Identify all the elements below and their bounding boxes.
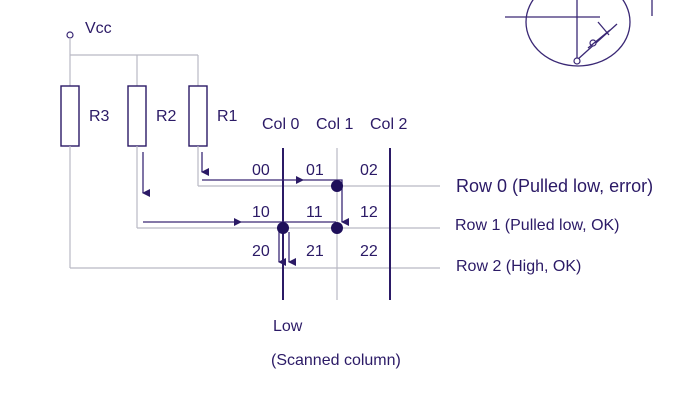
key-11: 11 bbox=[306, 204, 323, 221]
resistor-r2-label: R2 bbox=[156, 108, 177, 125]
scanned-column-note: (Scanned column) bbox=[271, 352, 401, 369]
resistor-r2: R2 bbox=[127, 55, 177, 228]
row-1-label: Row 1 (Pulled low, OK) bbox=[455, 217, 620, 234]
key-00: 00 bbox=[252, 162, 270, 179]
resistor-r2-body bbox=[127, 85, 147, 147]
key-01: 01 bbox=[306, 162, 324, 179]
vcc-supply: Vcc bbox=[66, 20, 198, 56]
pressed-key-11-dot bbox=[331, 222, 343, 234]
current-path-row-1 bbox=[142, 152, 336, 226]
current-path-column-0 bbox=[278, 228, 296, 266]
switch-symbol-icon bbox=[505, 0, 653, 67]
pressed-key-01-dot bbox=[331, 180, 343, 192]
row-0-label: Row 0 (Pulled low, error) bbox=[456, 176, 653, 196]
resistor-r3-label: R3 bbox=[89, 108, 110, 125]
key-10: 10 bbox=[252, 204, 270, 221]
key-20: 20 bbox=[252, 243, 270, 260]
pressed-key-10-dot bbox=[277, 222, 289, 234]
resistor-r3-body bbox=[60, 85, 80, 147]
vcc-label: Vcc bbox=[85, 20, 112, 37]
resistor-r1: R1 bbox=[188, 55, 238, 186]
resistor-r1-body bbox=[188, 85, 208, 147]
scan-level-label: Low bbox=[273, 318, 303, 335]
key-12: 12 bbox=[360, 204, 378, 221]
key-21: 21 bbox=[306, 243, 324, 260]
col-0-header: Col 0 bbox=[262, 116, 299, 133]
resistor-r1-label: R1 bbox=[217, 108, 238, 125]
row-2-label: Row 2 (High, OK) bbox=[456, 258, 581, 275]
key-02: 02 bbox=[360, 162, 378, 179]
col-2-header: Col 2 bbox=[370, 116, 407, 133]
key-22: 22 bbox=[360, 243, 378, 260]
current-path-row-0 bbox=[201, 152, 349, 226]
col-1-header: Col 1 bbox=[316, 116, 353, 133]
vcc-terminal bbox=[66, 31, 74, 39]
resistor-r3: R3 bbox=[60, 55, 110, 268]
